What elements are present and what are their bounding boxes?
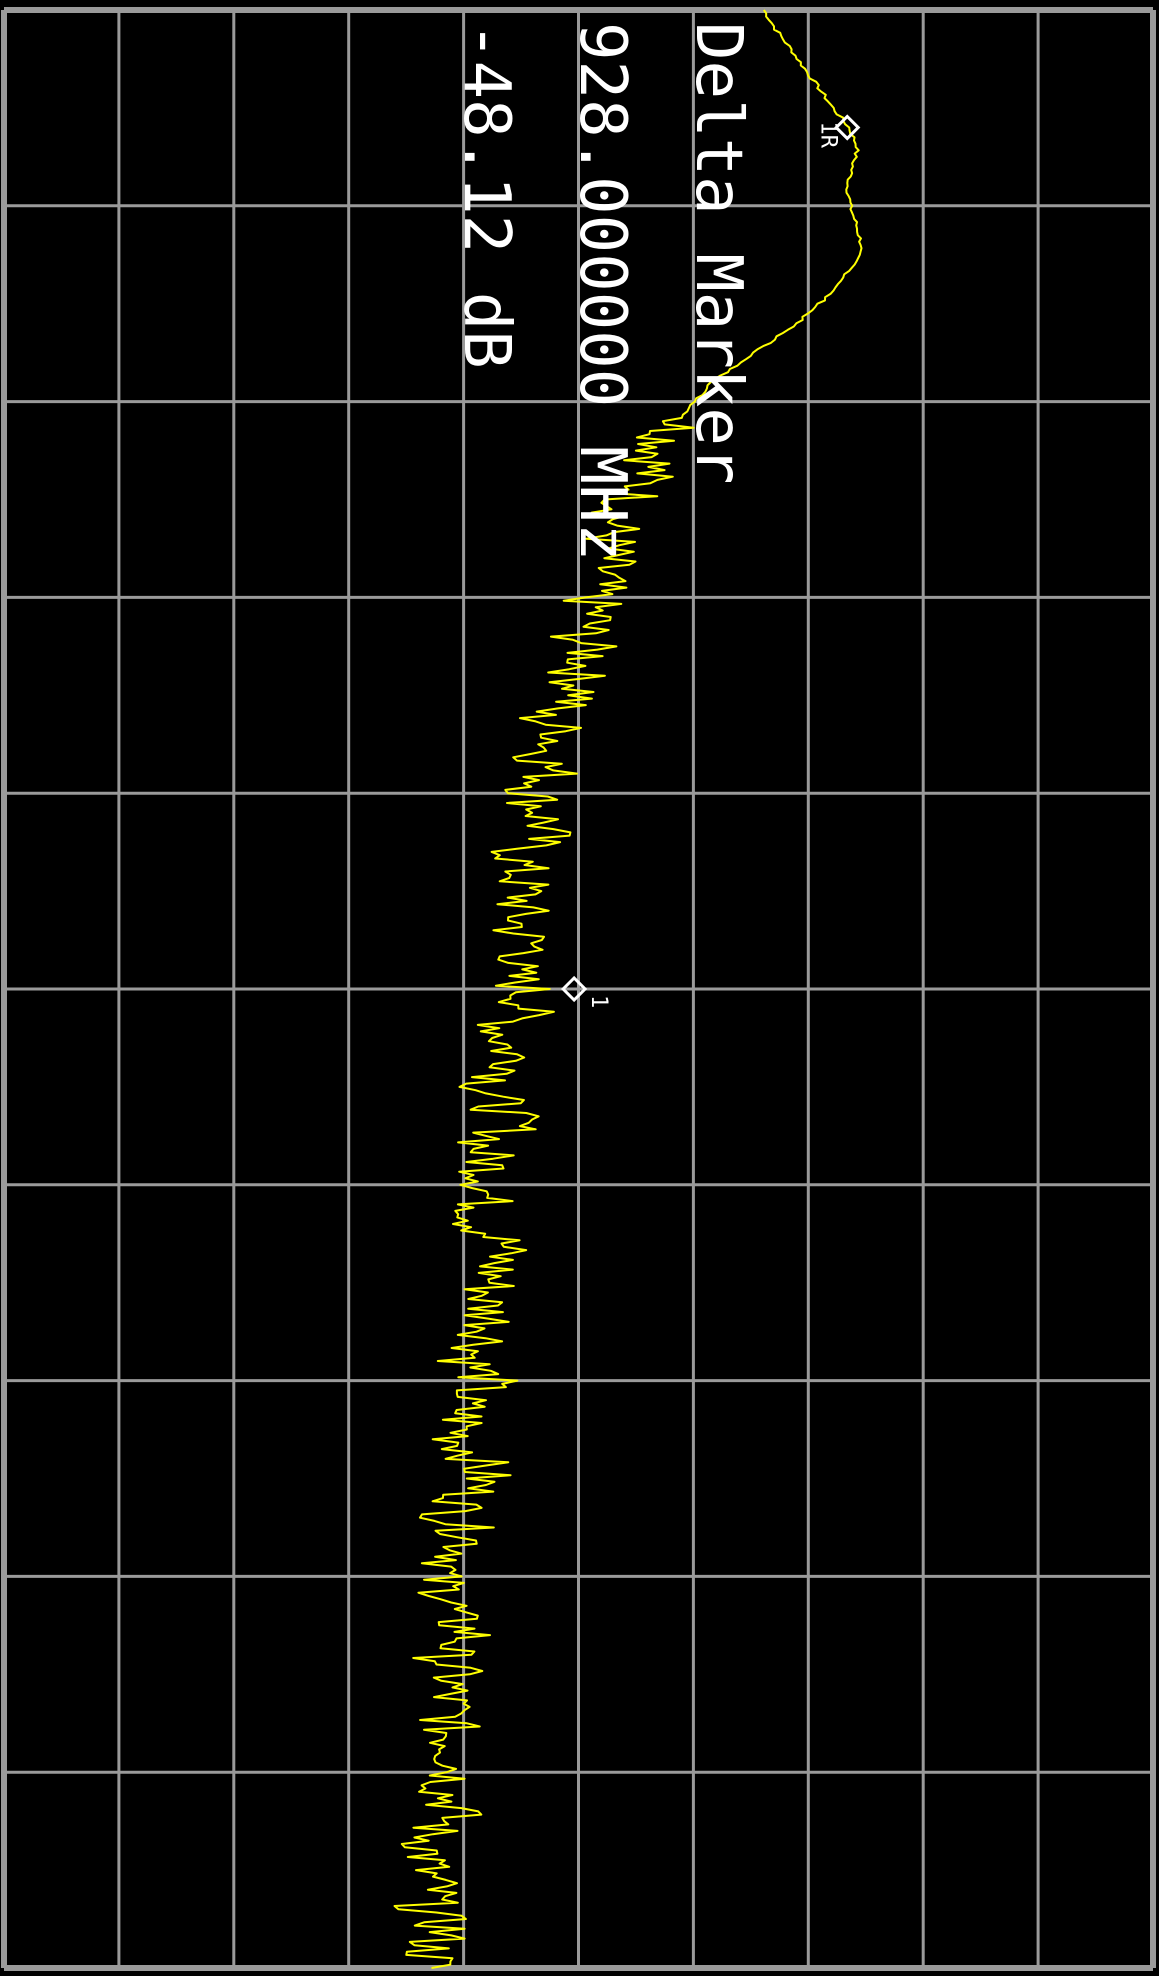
delta-marker — [561, 975, 588, 1003]
trace-line — [393, 9, 863, 1969]
readout-level: -48.12 dB — [449, 22, 523, 369]
delta-marker-readout: Delta Marker 928.000000 MHz -48.12 dB — [449, 22, 755, 561]
graticule — [1, 7, 1156, 1971]
marker-layer: 1R 1 — [561, 114, 861, 1008]
delta-marker-label: 1 — [586, 995, 611, 1008]
reference-marker — [834, 114, 861, 141]
trace-layer — [393, 9, 863, 1969]
reference-marker-label: 1R — [815, 121, 840, 148]
readout-frequency: 928.000000 MHz — [565, 22, 639, 561]
rotated-plot-area: 1R 1 Delta Marker 928.000000 MHz -48.12 d… — [393, 9, 863, 1969]
readout-title: Delta Marker — [681, 22, 755, 484]
